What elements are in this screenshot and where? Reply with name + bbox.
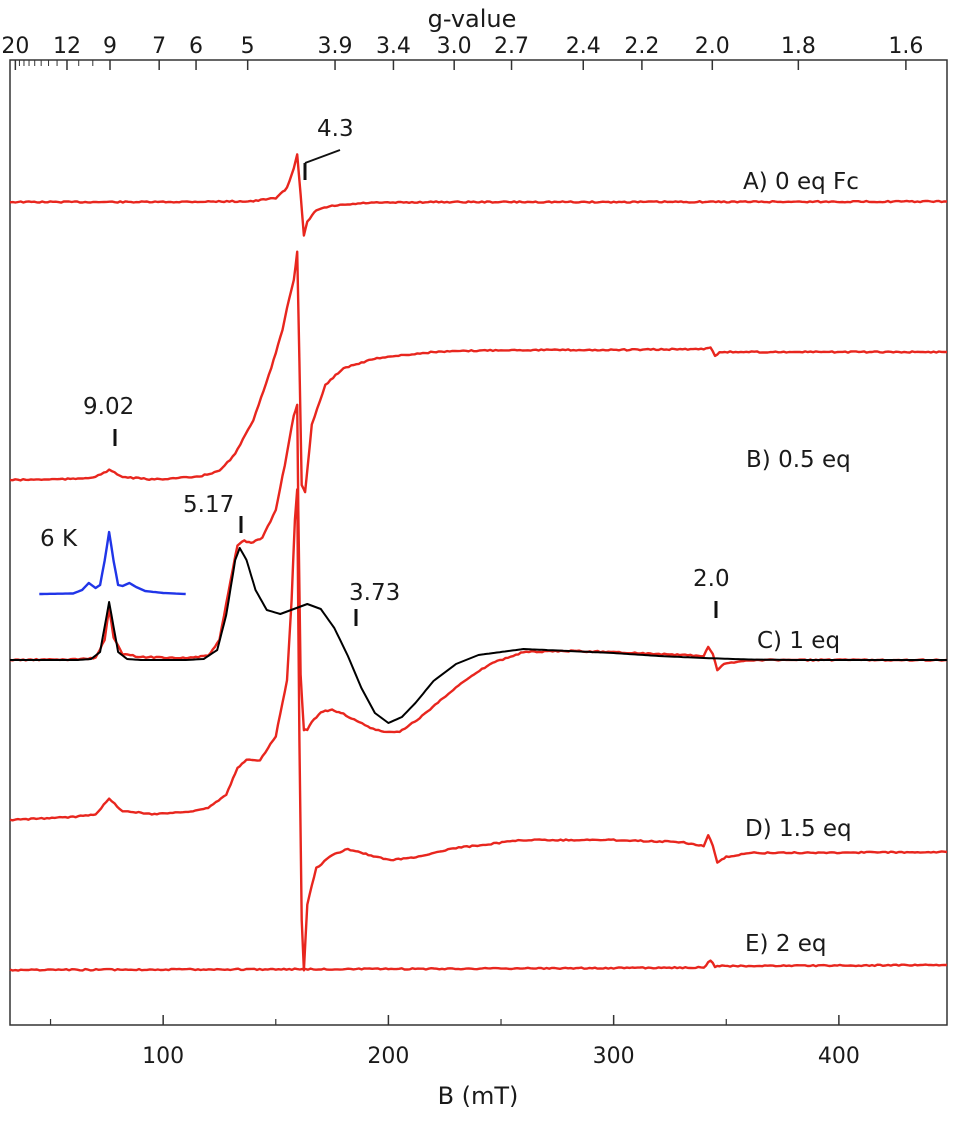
trace-label-d: D) 1.5 eq: [745, 816, 852, 842]
annotation-label: 2.0: [693, 566, 730, 592]
trace-b: [9, 250, 947, 494]
annotation-label: 4.3: [317, 116, 354, 142]
g-tick-label: 3.4: [376, 34, 411, 59]
annotation-5-17: 5.17: [183, 492, 243, 533]
x-axis: 100 200 300 400: [49, 1015, 860, 1069]
trace-e: [9, 959, 948, 972]
annotation-9-02: 9.02: [83, 394, 134, 446]
spectra-traces: [9, 153, 948, 972]
trace-label-b: B) 0.5 eq: [746, 447, 851, 473]
g-tick-label: 3.0: [437, 34, 472, 59]
x-tick-label: 400: [818, 1044, 860, 1069]
g-tick-label: 2.0: [695, 34, 730, 59]
x-tick-label: 100: [142, 1044, 184, 1069]
g-tick-label: 6: [189, 34, 203, 59]
g-tick-label: 2.4: [566, 34, 601, 59]
annotation-label: 9.02: [83, 394, 134, 420]
g-tick-label: 7: [152, 34, 166, 59]
trace-d: [9, 488, 948, 972]
g-tick-label: 2.2: [624, 34, 659, 59]
g-tick-label: 20: [1, 34, 29, 59]
annotation-label: 5.17: [183, 492, 234, 518]
trace-simulation: [10, 547, 947, 724]
g-tick-label: 1.8: [781, 34, 816, 59]
trace-6k: [39, 530, 186, 596]
x-tick-label: 200: [367, 1044, 409, 1069]
g-tick-label: 5: [241, 34, 255, 59]
g-tick-label: 3.9: [318, 34, 353, 59]
top-axis-title: g-value: [428, 5, 517, 33]
g-tick-label: 1.6: [888, 34, 923, 59]
plot-frame: [9, 59, 948, 1026]
trace-a: [9, 153, 948, 237]
trace-label-a: A) 0 eq Fc: [743, 169, 859, 195]
annotation-2-0: 2.0: [693, 566, 730, 618]
annotation-4-3: 4.3: [303, 116, 354, 180]
g-tick-label: 12: [53, 34, 81, 59]
trace-label-e: E) 2 eq: [745, 931, 827, 957]
trace-labels: A) 0 eq Fc B) 0.5 eq C) 1 eq D) 1.5 eq E…: [743, 169, 859, 957]
annotation-3-73: 3.73: [349, 580, 400, 626]
trace-label-c: C) 1 eq: [757, 628, 840, 654]
temperature-label: 6 K: [40, 526, 78, 552]
g-tick-label: 2.7: [494, 34, 529, 59]
g-value-axis: 20 12 9 7 6 5 3.9 3.4 3.0 2.7 2.4 2.2 2.0 1.8 1.6: [1, 34, 923, 70]
g-tick-label: 9: [103, 34, 117, 59]
annotations: 4.3 9.02 5.17 3.73 2.0 6 K: [40, 116, 730, 626]
x-axis-title: B (mT): [438, 1082, 519, 1110]
annotation-label: 3.73: [349, 580, 400, 606]
x-tick-label: 300: [593, 1044, 635, 1069]
